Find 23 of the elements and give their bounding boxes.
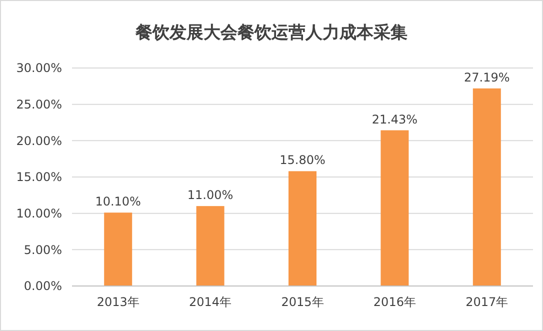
y-tick-label: 10.00%	[16, 206, 62, 221]
chart-title: 餐饮发展大会餐饮运营人力成本采集	[134, 23, 408, 43]
y-tick-label: 15.00%	[16, 170, 62, 184]
x-tick-label: 2014年	[189, 295, 232, 309]
x-tick-label: 2013年	[96, 295, 140, 309]
data-label: 11.00%	[187, 188, 234, 202]
y-tick-label: 20.00%	[16, 134, 62, 148]
bar	[380, 130, 409, 286]
bar	[472, 88, 501, 286]
bar	[104, 212, 132, 286]
x-tick-label: 2015年	[281, 295, 324, 309]
data-label: 27.19%	[464, 70, 510, 84]
data-label: 15.80%	[280, 153, 326, 168]
y-tick-label: 25.00%	[16, 98, 62, 112]
bar	[288, 171, 316, 286]
y-tick-label: 0.00%	[24, 279, 62, 294]
data-label: 21.43%	[372, 112, 418, 126]
y-tick-label: 30.00%	[16, 61, 62, 76]
bar	[196, 206, 224, 286]
x-tick-label: 2017年	[466, 295, 508, 309]
y-tick-label: 5.00%	[24, 242, 62, 257]
x-tick-label: 2016年	[373, 295, 416, 309]
data-label: 10.10%	[95, 194, 141, 209]
